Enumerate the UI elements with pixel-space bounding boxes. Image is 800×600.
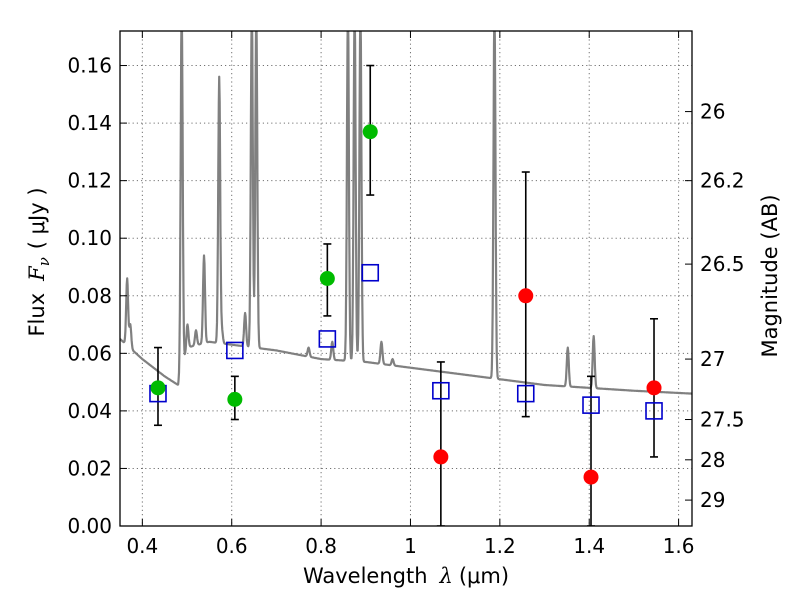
- y2-tick-label: 29: [700, 488, 725, 512]
- model-photometry-layer: [149, 263, 663, 420]
- model-photometry-square: [582, 396, 600, 414]
- x-tick-label: 1.6: [663, 534, 695, 558]
- y-tick-label: 0.10: [67, 226, 112, 250]
- y-axis-label-subscript: ν: [35, 257, 53, 266]
- y-axis-label-prefix: Flux: [25, 293, 49, 337]
- y-tick-label: 0.14: [67, 111, 112, 135]
- red-point: [646, 380, 662, 396]
- y-tick-label: 0.02: [67, 456, 112, 480]
- red-point: [433, 449, 449, 465]
- model-sed-line: [120, 31, 692, 395]
- red-point: [518, 288, 534, 304]
- green-point: [150, 380, 166, 396]
- y-axis-label-unit: ( μJy ): [25, 187, 49, 249]
- x-axis-label-unit: (μm): [459, 564, 509, 588]
- y-tick-label: 0.04: [67, 399, 112, 423]
- green-point: [362, 124, 378, 140]
- y-tick-label: 0.12: [67, 169, 112, 193]
- model-photometry-square: [226, 341, 244, 360]
- model-photometry-square: [516, 384, 535, 403]
- model-photometry-square: [361, 263, 380, 282]
- green-point: [319, 271, 335, 286]
- y2-tick-label: 26.2: [700, 169, 745, 193]
- x-tick-label: 0.6: [216, 534, 248, 558]
- y-tick-label: 0.08: [67, 284, 112, 308]
- model-photometry-square: [432, 381, 450, 400]
- axis-ticks: [120, 31, 692, 527]
- red-point: [583, 469, 599, 485]
- model-sed-layer: [120, 31, 692, 395]
- x-tick-label: 0.8: [305, 534, 337, 558]
- x-axis-label-prefix: Wavelength: [303, 564, 428, 588]
- tick-labels: 0.4 0.6 0.8 1 1.2 1.4 1.6 0.00 0.02 0.04 0.06 0.08 0…: [67, 54, 744, 558]
- model-photometry-square: [645, 402, 663, 420]
- y-axis-label-symbol: F: [25, 265, 49, 282]
- y-tick-label: 0.00: [67, 514, 112, 538]
- x-tick-label: 0.4: [126, 534, 158, 558]
- plot-frame: [119, 30, 693, 527]
- y-tick-label: 0.16: [67, 54, 112, 78]
- y2-tick-label: 28: [700, 448, 725, 472]
- x-axis-label-symbol: λ: [439, 564, 453, 588]
- y2-axis-label: Magnitude (AB): [758, 194, 782, 357]
- green-point: [227, 391, 243, 407]
- x-tick-label: 1: [404, 534, 417, 558]
- x-tick-label: 1.2: [484, 534, 516, 558]
- y2-tick-label: 27.5: [700, 408, 745, 432]
- y2-tick-label: 26.5: [700, 252, 745, 276]
- y-axis-label: Flux Fν ( μJy ): [25, 187, 53, 336]
- detection-layer: [150, 124, 662, 485]
- y2-tick-label: 27: [700, 347, 725, 371]
- x-axis-label: Wavelength λ (μm): [303, 564, 509, 588]
- y2-tick-label: 26: [700, 100, 725, 124]
- x-tick-label: 1.4: [573, 534, 605, 558]
- model-photometry-square: [318, 330, 337, 348]
- y-tick-label: 0.06: [67, 341, 112, 365]
